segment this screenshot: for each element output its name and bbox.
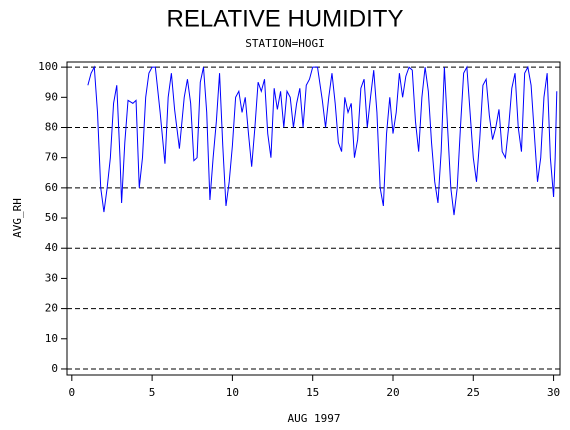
x-axis-label: AUG 1997 (288, 412, 341, 425)
x-tick-label: 10 (226, 386, 239, 399)
y-tick-label: 40 (45, 241, 58, 254)
y-tick-label: 10 (45, 332, 58, 345)
y-tick-label: 70 (45, 151, 58, 164)
x-tick-label: 0 (69, 386, 76, 399)
x-tick-label: 20 (386, 386, 399, 399)
y-tick-label: 100 (38, 60, 58, 73)
chart-subtitle: STATION=HOGI (245, 37, 324, 50)
y-tick-label: 60 (45, 181, 58, 194)
data-line (87, 65, 558, 216)
y-axis-label: AVG_RH (11, 198, 24, 238)
y-tick-label: 90 (45, 90, 58, 103)
y-tick-label: 50 (45, 211, 58, 224)
y-tick-label: 80 (45, 120, 58, 133)
x-tick-label: 5 (149, 386, 156, 399)
plot-frame (66, 61, 561, 376)
y-tick-label: 30 (45, 271, 58, 284)
y-tick-label: 0 (51, 362, 58, 375)
x-tick-label: 30 (547, 386, 560, 399)
y-tick-label: 20 (45, 302, 58, 315)
x-tick-label: 15 (306, 386, 319, 399)
chart-title: RELATIVE HUMIDITY (167, 5, 404, 32)
x-tick-label: 25 (467, 386, 480, 399)
